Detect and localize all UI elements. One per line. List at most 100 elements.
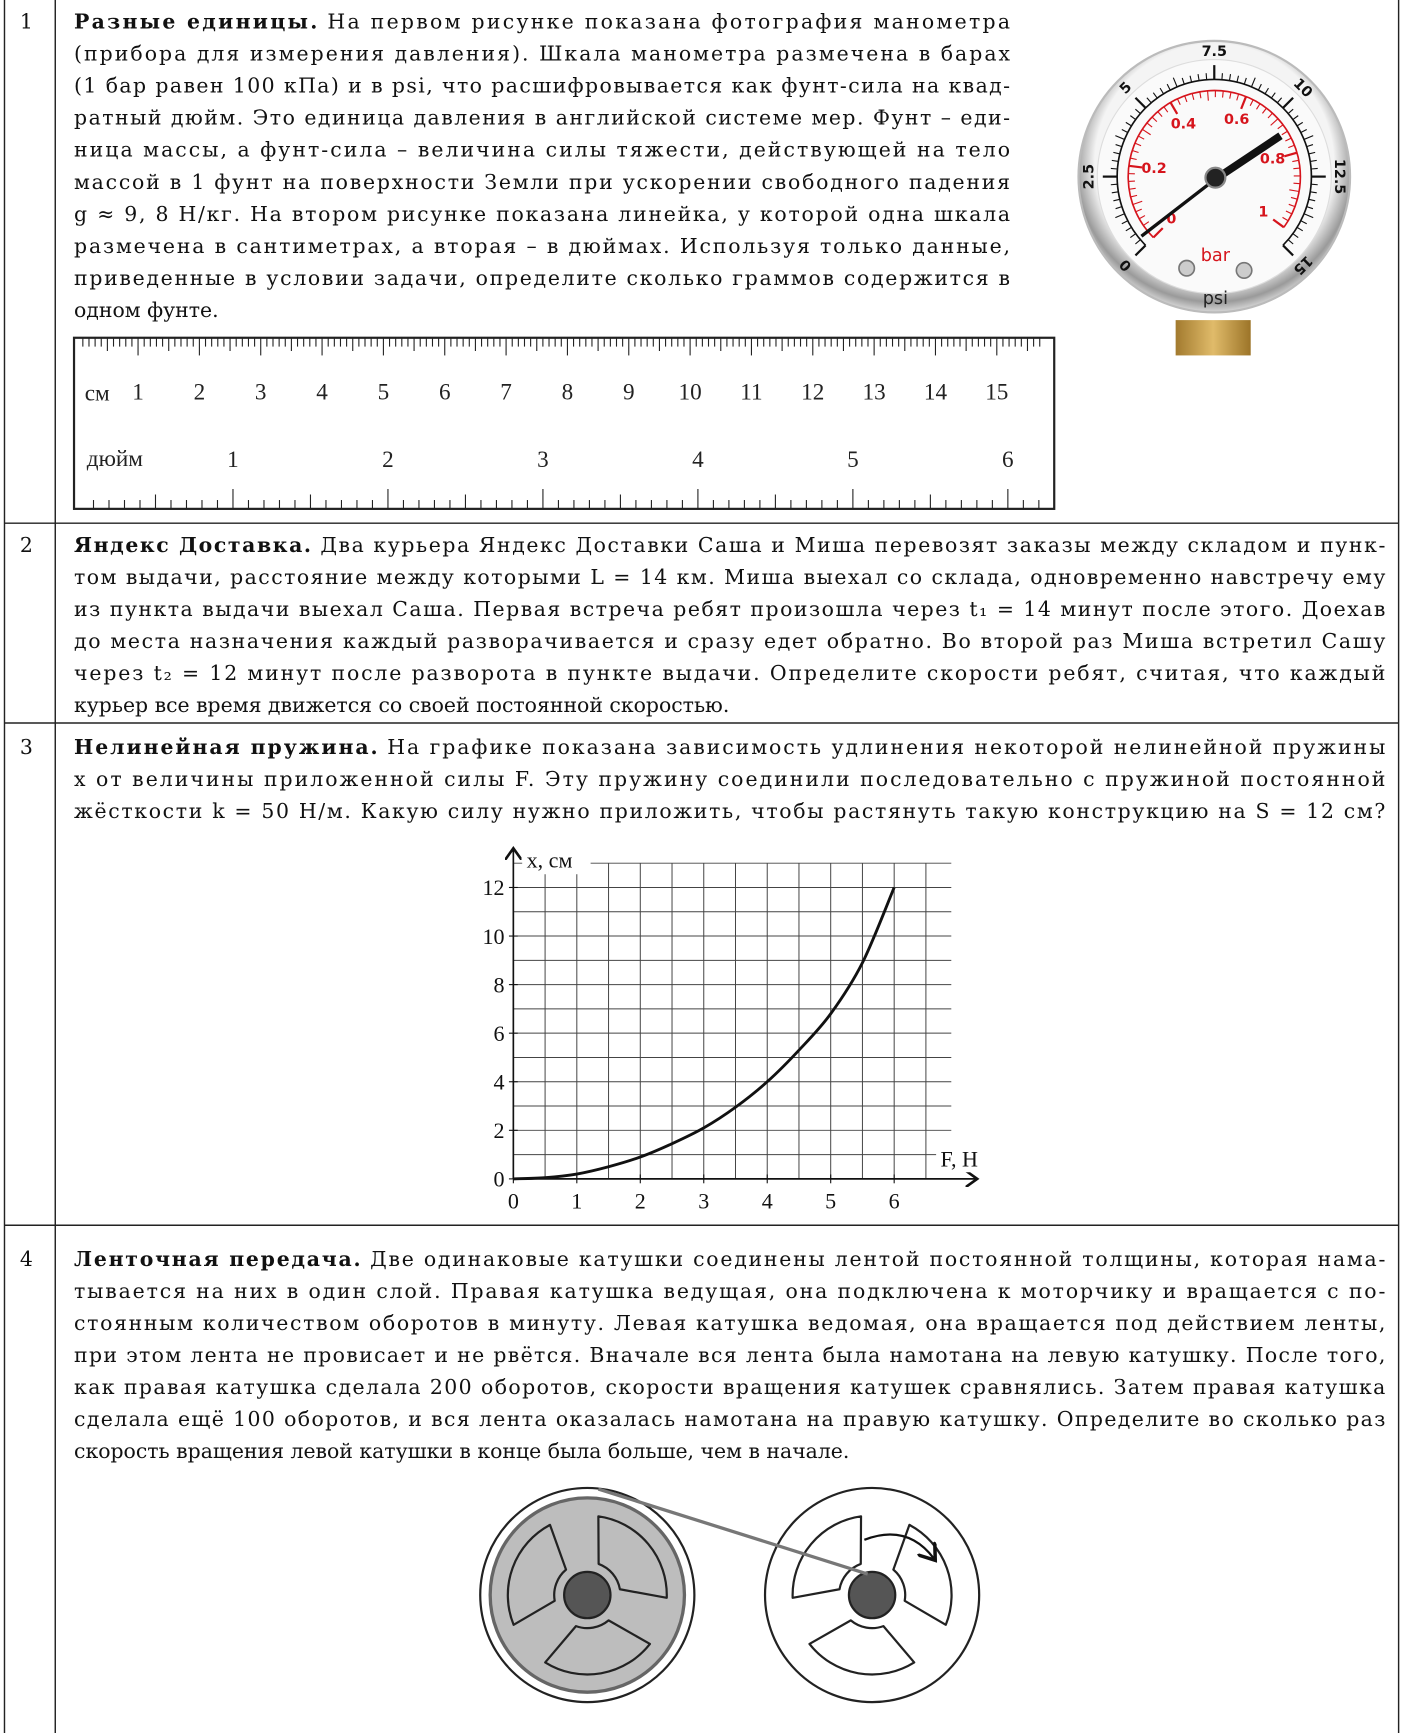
problem-line: Разные единицы. На первом рисунке показан…: [74, 10, 1010, 34]
problem-text: (1 бар равен 100 кПа) и в psi, что расши…: [74, 74, 1010, 98]
bar-label: 0.4: [1171, 116, 1196, 132]
problem-text: g ≈ 9, 8 Н/кг. На втором рисунке показан…: [74, 202, 1010, 226]
cm-label: 14: [924, 380, 948, 406]
y-tick-label: 12: [482, 875, 504, 900]
problem-line: массой в 1 фунт на поверхности Земли при…: [74, 170, 1010, 194]
y-tick-label: 0: [493, 1167, 504, 1192]
y-tick-label: 6: [493, 1021, 504, 1046]
problem-text: (прибора для измерения давления). Шкала …: [74, 42, 1011, 66]
problem-text: стоянным количеством оборотов в минуту. …: [74, 1311, 1385, 1335]
problem-line: g ≈ 9, 8 Н/кг. На втором рисунке показан…: [74, 202, 1010, 226]
gauge-stem: [1176, 320, 1251, 355]
bar-label: 0.6: [1224, 112, 1249, 128]
row-number: 1: [20, 10, 33, 34]
problem-line: из пункта выдачи выехал Саша. Первая вст…: [74, 597, 1385, 621]
problem-text: приведенные в условии задачи, определите…: [74, 266, 1010, 290]
problem-text: x от величины приложенной силы F. Эту пр…: [74, 767, 1385, 791]
row-number: 2: [20, 533, 33, 557]
pressure-gauge: 02.557.51012.51500.20.40.60.81barpsi: [1079, 41, 1351, 356]
cm-label: 3: [255, 380, 267, 406]
problem-line: до места назначения каждый разворачивает…: [74, 629, 1385, 653]
cm-label: 1: [132, 380, 144, 406]
problem-line: (прибора для измерения давления). Шкала …: [74, 42, 1011, 66]
problem-line: ница массы, а фунт-сила – величина силы …: [74, 138, 1010, 162]
problem-line: ратный дюйм. Это единица давления в англ…: [74, 106, 1010, 130]
x-tick-label: 4: [762, 1189, 773, 1214]
page: 02.557.51012.51500.20.40.60.81barpsi см1…: [0, 0, 1402, 1733]
y-tick-label: 10: [482, 924, 504, 949]
psi-label: 2.5: [1082, 164, 1098, 189]
psi-tick: [1311, 168, 1318, 169]
needle-hub: [1205, 168, 1225, 188]
problem-line: приведенные в условии задачи, определите…: [74, 266, 1010, 290]
problem-text: до места назначения каждый разворачивает…: [74, 629, 1385, 653]
problem-text: из пункта выдачи выехал Саша. Первая вст…: [74, 597, 1385, 621]
cm-label: 4: [316, 380, 328, 406]
y-tick-label: 2: [493, 1118, 504, 1143]
bar-tick: [1223, 91, 1224, 98]
problem-text: ница массы, а фунт-сила – величина силы …: [74, 138, 1010, 162]
x-tick-label: 1: [571, 1189, 582, 1214]
problem-line: одном фунте.: [74, 298, 219, 322]
reels-diagram: [480, 1488, 979, 1702]
problem-text: тывается на них в один слой. Правая кату…: [74, 1279, 1385, 1303]
bar-unit: bar: [1201, 246, 1231, 266]
problem-title: Яндекс Доставка.: [74, 533, 311, 557]
cm-label: 13: [863, 380, 886, 406]
problem-text: одном фунте.: [74, 298, 219, 322]
problem-line: жёсткости k = 50 Н/м. Какую силу нужно п…: [74, 799, 1385, 823]
problem-line: скорость вращения левой катушки в конце …: [74, 1439, 849, 1463]
ruler-body: [74, 338, 1054, 509]
cm-label: 12: [801, 380, 824, 406]
y-tick-label: 4: [493, 1069, 504, 1094]
psi-tick: [1206, 73, 1207, 80]
inch-unit: дюйм: [87, 446, 144, 472]
y-axis-label: x, см: [527, 848, 573, 873]
cm-label: 5: [378, 380, 390, 406]
cm-label: 10: [679, 380, 702, 406]
inch-label: 5: [847, 447, 859, 473]
inch-label: 2: [382, 447, 394, 473]
psi-tick: [1111, 184, 1118, 185]
problem-line: Нелинейная пружина.На графике показана з…: [74, 735, 1385, 759]
psi-unit: psi: [1203, 289, 1228, 309]
inch-label: 6: [1002, 447, 1014, 473]
bar-tick: [1208, 91, 1209, 101]
x-tick-label: 0: [508, 1189, 519, 1214]
problem-line: размечена в сантиметрах, а вторая – в дю…: [74, 234, 1010, 258]
cm-label: 11: [740, 380, 762, 406]
cm-label: 9: [623, 380, 635, 406]
problem-text: курьер все время движется со своей посто…: [74, 693, 729, 717]
inch-label: 4: [692, 447, 704, 473]
problem-text: массой в 1 фунт на поверхности Земли при…: [74, 170, 1010, 194]
problem-line: (1 бар равен 100 кПа) и в psi, что расши…: [74, 74, 1010, 98]
problem-line: сделала ещё 100 оборотов, и вся лента ок…: [74, 1407, 1385, 1431]
problem-title: Нелинейная пружина.: [74, 735, 378, 759]
bar-label: 0.2: [1141, 161, 1166, 177]
row-number: 3: [20, 735, 33, 759]
problem-line: Яндекс Доставка. Два курьера Яндекс Доста…: [74, 533, 1385, 557]
screw: [1179, 261, 1194, 276]
cm-label: 15: [985, 380, 1008, 406]
cm-label: 8: [562, 380, 574, 406]
x-tick-label: 6: [889, 1189, 900, 1214]
psi-label: 7.5: [1202, 44, 1227, 60]
problem-text: На первом рисунке показана фотография ма…: [327, 10, 1010, 34]
bar-label: 0.8: [1260, 152, 1285, 168]
psi-tick: [1311, 184, 1318, 185]
bar-tick: [1293, 168, 1300, 169]
problem-line: Ленточная передача.Две одинаковые катушк…: [74, 1247, 1385, 1271]
inch-label: 3: [537, 447, 549, 473]
problem-line: x от величины приложенной силы F. Эту пр…: [74, 767, 1385, 791]
cm-label: 2: [194, 380, 206, 406]
problem-text: при этом лента не провисает и не рвётся.…: [74, 1343, 1385, 1367]
x-axis-label: F, Н: [941, 1147, 979, 1172]
psi-label: 12.5: [1331, 159, 1347, 194]
problem-title: Ленточная передача.: [74, 1247, 361, 1271]
problem-line: том выдачи, расстояние между которыми L …: [74, 565, 1385, 589]
problem-text: Два курьера Яндекс Доставки Саша и Миша …: [320, 533, 1385, 557]
problem-title: Разные единицы.: [74, 10, 317, 34]
y-tick-label: 8: [493, 972, 504, 997]
